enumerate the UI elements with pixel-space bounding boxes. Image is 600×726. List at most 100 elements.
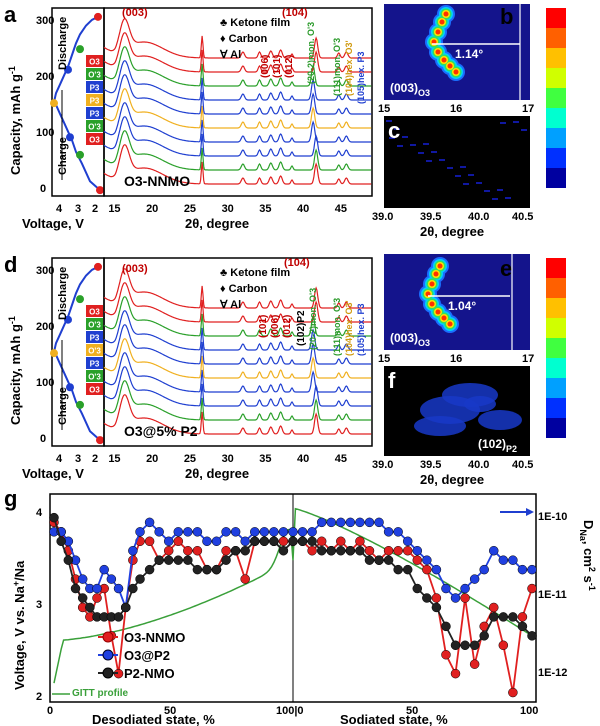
panel-c-speck-13 bbox=[447, 167, 453, 169]
legend-p2-label: P2-NMO bbox=[124, 666, 175, 681]
panel-c-speck-4 bbox=[394, 128, 400, 130]
panel-g-point-O3@P2-11 bbox=[128, 545, 138, 556]
panel-b-blob-4-6 bbox=[447, 63, 453, 69]
panel-g-point-O3@P2-9 bbox=[113, 583, 124, 594]
panel-a-peak-104hex: (104)hex. O3' bbox=[344, 40, 354, 96]
panel-d-xrd-pattern-9 bbox=[103, 268, 372, 309]
panel-e-cbar-5 bbox=[546, 358, 566, 378]
legend-p2-marker bbox=[102, 667, 114, 679]
panel-d-xtick-4: 4 bbox=[56, 453, 63, 465]
panel-g-point-O3@P2-46 bbox=[460, 583, 470, 594]
panel-d-xrd-pattern-7 bbox=[103, 296, 372, 337]
panel-e-blob-4-7 bbox=[447, 321, 453, 327]
panel-g-point-P2-NMO-47 bbox=[469, 640, 480, 651]
panel-f-xtick-39-5: 39.5 bbox=[420, 459, 441, 471]
panel-d-xrd-xtick-35: 35 bbox=[259, 453, 271, 465]
panel-c-speck-5 bbox=[431, 151, 437, 153]
panel-d-sample: O3@5% P2 bbox=[124, 423, 198, 439]
panel-f-letter: f bbox=[388, 368, 396, 393]
panel-a-xrd-frame bbox=[103, 7, 373, 197]
panel-g-point-P2-NMO-17 bbox=[183, 555, 193, 565]
panel-a-xrd-pattern-2 bbox=[103, 116, 372, 157]
panel-d-phase-box-3 bbox=[86, 344, 103, 356]
panel-g-point-O3-NNMO-42 bbox=[422, 564, 432, 575]
panel-a-marker-4 bbox=[64, 65, 72, 74]
panel-g-point-O3@P2-40 bbox=[402, 536, 413, 547]
panel-g-point-O3-NNMO-31 bbox=[316, 536, 327, 547]
panel-c-speck-12 bbox=[410, 144, 416, 146]
panel-g-point-P2-NMO-48 bbox=[479, 631, 489, 641]
panel-d-phase-box-5 bbox=[86, 370, 103, 382]
panel-g-point-O3@P2-19 bbox=[202, 536, 212, 547]
svg-text:DNa, cm2 s-1: DNa, cm2 s-1 bbox=[578, 520, 597, 591]
panel-c-speck-20 bbox=[426, 160, 432, 162]
panel-e-blob-4-2 bbox=[433, 271, 439, 277]
panel-a-peak-105: (105)hex. P3 bbox=[356, 51, 366, 104]
panel-a-ytick-100: 100 bbox=[36, 127, 54, 139]
panel-d-marker-1 bbox=[76, 400, 84, 409]
panel-g-point-P2-NMO-20 bbox=[211, 564, 222, 575]
panel-b-letter: b bbox=[500, 4, 513, 29]
panel-g-point-O3@P2-47 bbox=[469, 574, 480, 584]
panel-a-phase-label-5: O'3 bbox=[88, 123, 101, 132]
panel-g-point-O3@P2-42 bbox=[422, 555, 432, 565]
panel-g-ytick-3: 3 bbox=[36, 599, 42, 611]
panel-e-letter: e bbox=[500, 256, 512, 281]
panel-b-colorbar bbox=[546, 8, 566, 188]
panel-g-point-O3@P2-30 bbox=[307, 527, 317, 537]
panel-e-cbar-1 bbox=[546, 278, 566, 298]
panel-f-xtick-40: 40.0 bbox=[468, 459, 489, 471]
panel-e-bg bbox=[384, 254, 530, 350]
panel-d-marker-4 bbox=[64, 315, 72, 324]
panel-g-point-O3-NNMO-16 bbox=[173, 536, 184, 547]
panel-c-speck-23 bbox=[397, 145, 403, 147]
panel-b-cbar-4 bbox=[546, 88, 566, 108]
panel-g-xtick-50: 50 bbox=[164, 705, 176, 717]
panel-a-markers bbox=[50, 12, 104, 195]
panel-g: g 4 3 2 1E-10 1E-11 1E-12 0 50 100|0 50 … bbox=[4, 486, 597, 726]
panel-g-point-O3@P2-45 bbox=[450, 593, 461, 603]
panel-g-point-P2-NMO-31 bbox=[316, 545, 327, 556]
panel-b-angle: 1.14° bbox=[455, 47, 483, 61]
panel-g-point-P2-NMO-26 bbox=[269, 536, 279, 547]
panel-d-xtick-3: 3 bbox=[75, 453, 81, 465]
panel-a-phase-label-1: O'3 bbox=[88, 71, 101, 80]
panel-g-point-P2-NMO-52 bbox=[517, 621, 528, 632]
panel-d-peak-20-2: (20-2)mon. O'3 bbox=[308, 288, 318, 350]
panel-a-legend-ketone: ♣ Ketone film bbox=[220, 17, 290, 29]
panel-g-point-O3@P2-49 bbox=[489, 545, 499, 556]
panel-d-ytick-100: 100 bbox=[36, 377, 54, 389]
panel-d-marker-6 bbox=[94, 262, 102, 271]
panel-g-point-O3-NNMO-17 bbox=[183, 545, 193, 556]
panel-e-colorbar bbox=[546, 258, 566, 438]
panel-c-speck-21 bbox=[463, 183, 469, 185]
panel-f-xtick-40-5: 40.5 bbox=[512, 459, 533, 471]
panel-c-speck-17 bbox=[455, 175, 461, 177]
panel-a-sample: O3-NNMO bbox=[124, 173, 190, 189]
panel-g-xtick-0: 0 bbox=[47, 705, 53, 717]
panel-c-xtick-40-5: 40.5 bbox=[512, 211, 533, 223]
panel-e-blob-4-1 bbox=[429, 281, 435, 287]
panel-a-phase-box-2 bbox=[86, 81, 103, 93]
legend-o3p2-label: O3@P2 bbox=[124, 648, 170, 663]
panel-g-point-P2-NMO-49 bbox=[489, 612, 499, 622]
panel-g-point-O3-NNMO-30 bbox=[307, 545, 317, 556]
panel-e-cbar-8 bbox=[546, 418, 566, 438]
panel-e-blob-4-6 bbox=[441, 315, 447, 321]
panel-b-xtick-17: 17 bbox=[522, 103, 534, 115]
panel-g-point-P2-NMO-28 bbox=[288, 536, 298, 547]
panel-g-point-O3-NNMO-35 bbox=[355, 536, 365, 547]
panel-f: f (102)P2 39.0 39.5 40.0 40.5 2θ, degree bbox=[372, 366, 533, 487]
panel-b-label: (003)O3 bbox=[390, 81, 430, 98]
panel-g-rtick-1e-12: 1E-12 bbox=[538, 667, 567, 679]
panel-g-point-P2-NMO-18 bbox=[192, 564, 203, 575]
panel-a-xrd-xtick-40: 40 bbox=[297, 203, 309, 215]
panel-g-point-P2-NMO-44 bbox=[441, 621, 451, 632]
panel-a-peak-012: (012) bbox=[284, 55, 295, 78]
panel-g-xlabel-right: Sodiated state, % bbox=[340, 712, 448, 726]
panel-e-blob-4-3 bbox=[437, 263, 443, 269]
panel-b-cbar-5 bbox=[546, 108, 566, 128]
panel-d-marker-2 bbox=[66, 383, 74, 392]
panel-g-point-O3@P2-50 bbox=[498, 555, 509, 565]
panel-a-xlabel: Voltage, V bbox=[22, 216, 84, 231]
